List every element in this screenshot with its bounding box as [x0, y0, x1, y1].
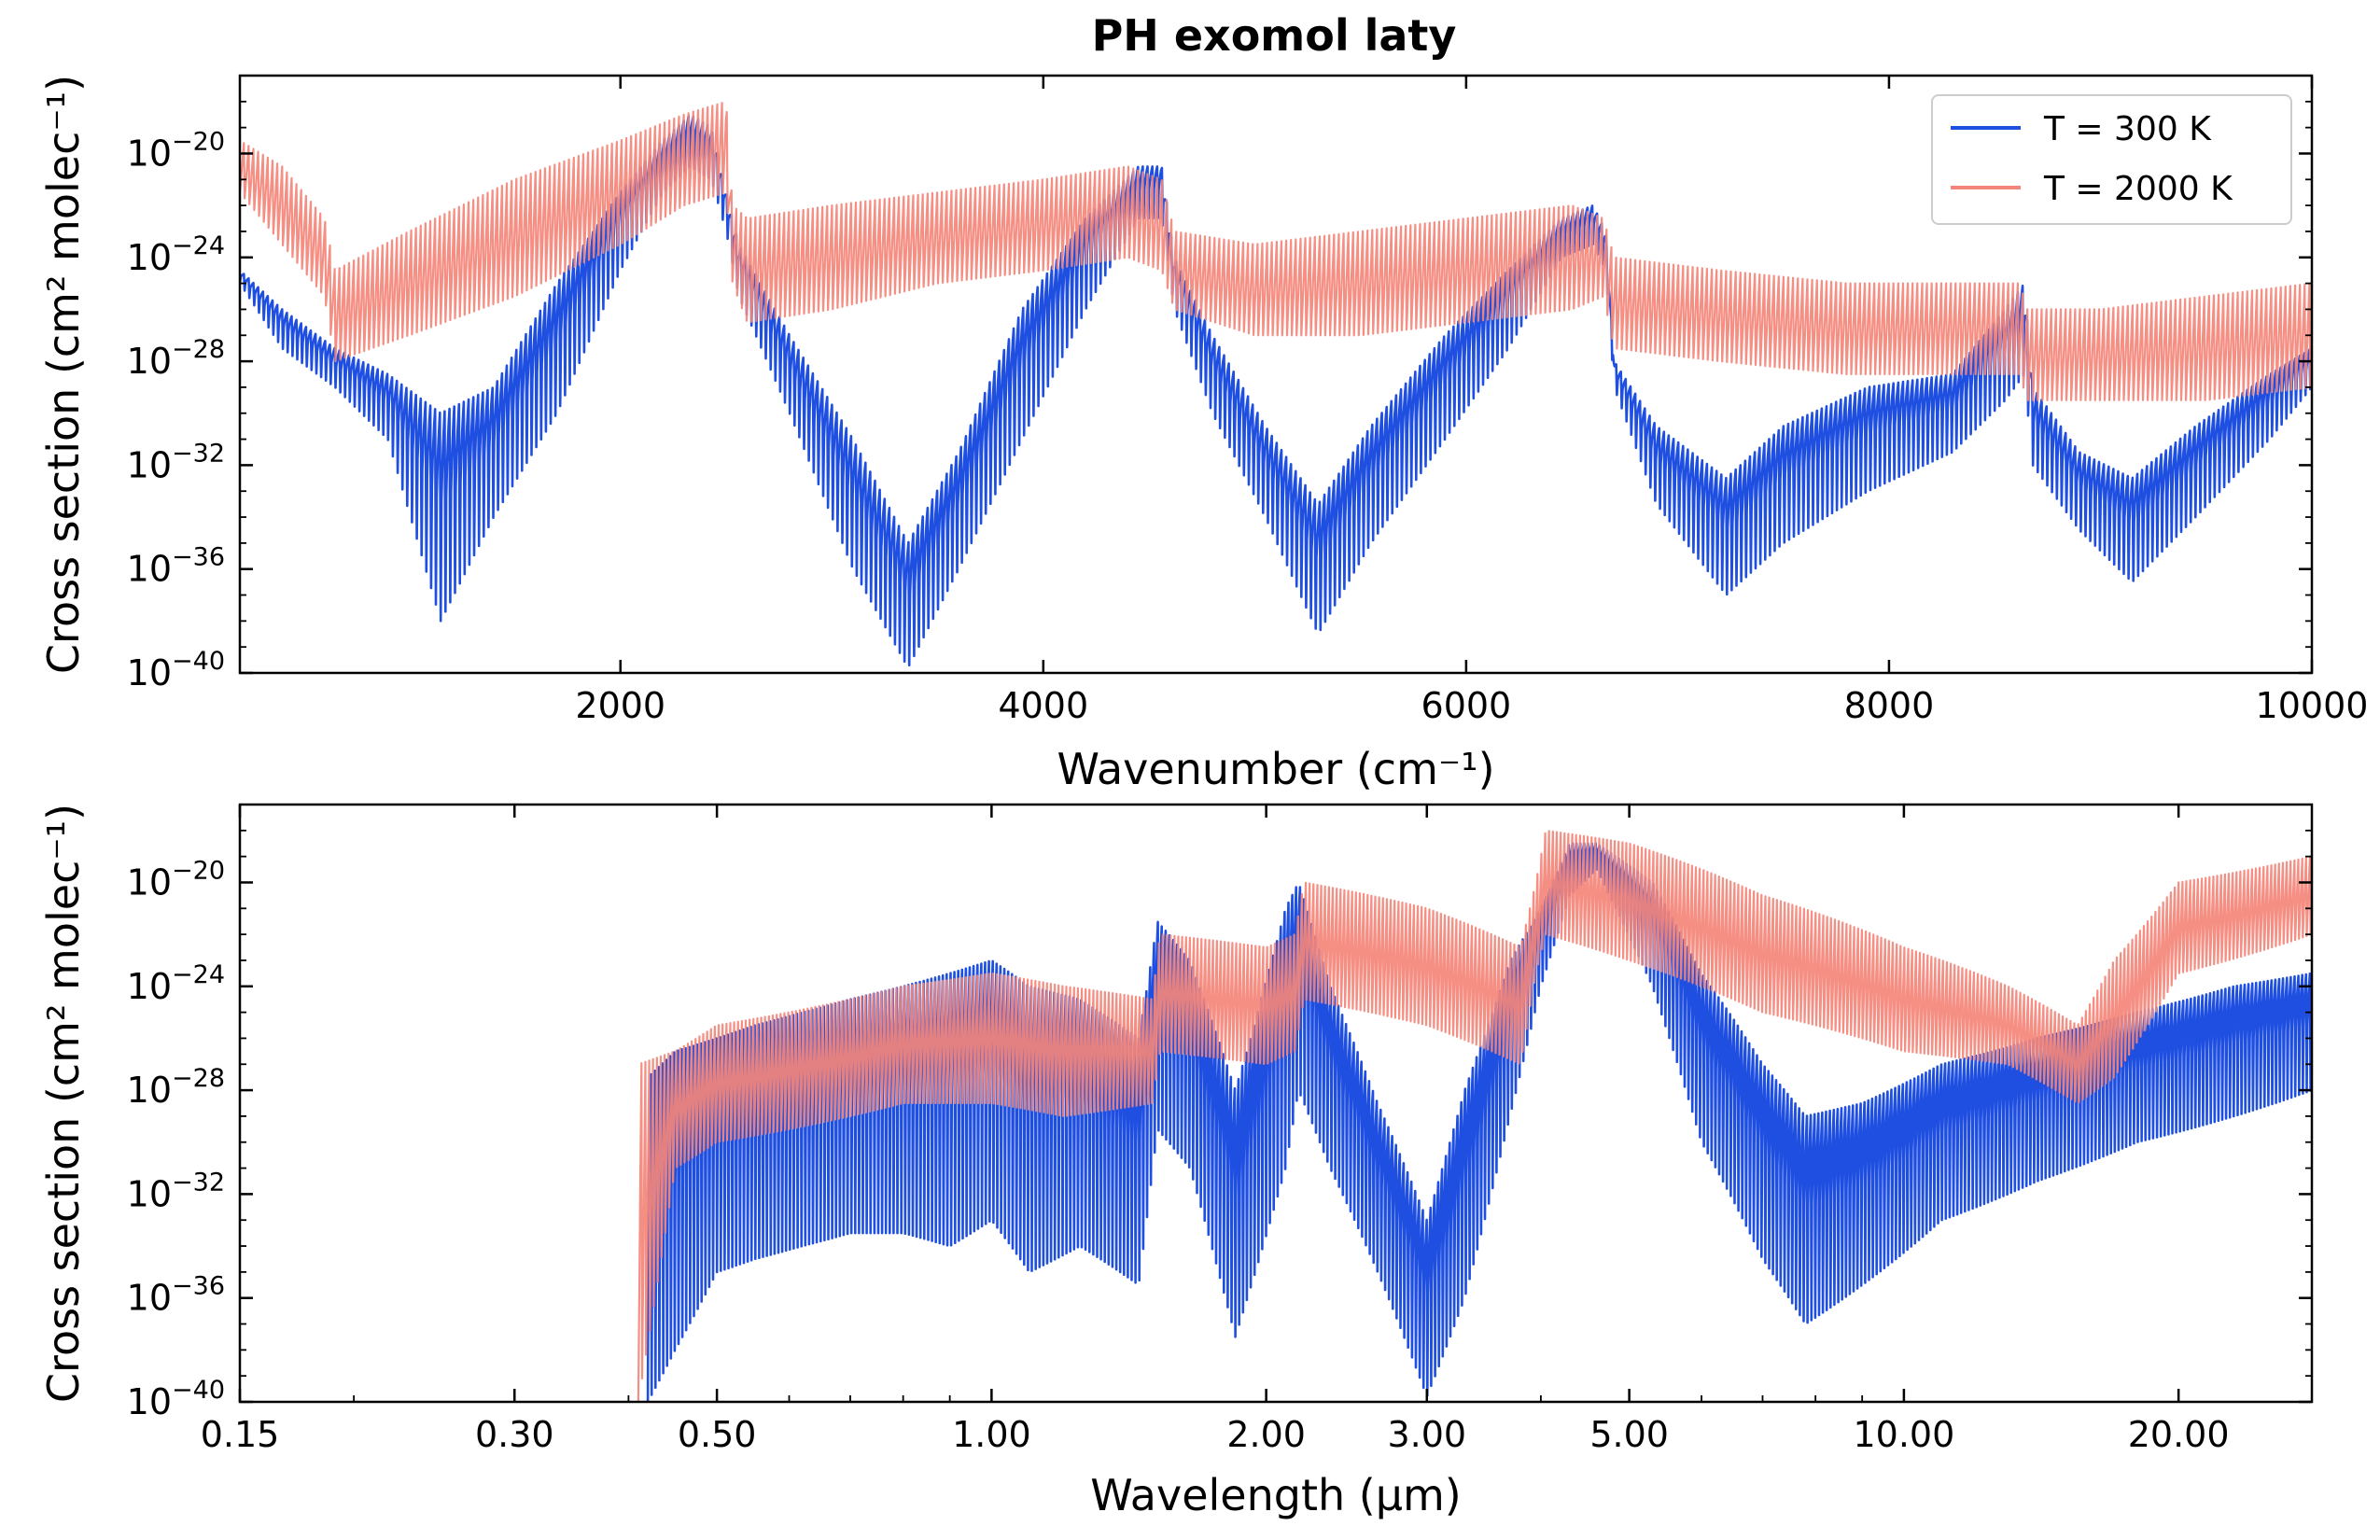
- legend-box: [1931, 94, 2292, 225]
- x-tick-label: 8000: [1844, 685, 1935, 726]
- series-line-2000k: [637, 830, 2312, 1402]
- x-tick-label: 5.00: [1589, 1414, 1669, 1455]
- y-tick-label: 10−24: [127, 960, 225, 1007]
- ticks-layer-bottom: 10−40 10−36 10−32 10−28 10−24 10−20 0.15 0.30 0.…: [127, 804, 2312, 1455]
- x-tick-label: 10.00: [1853, 1414, 1954, 1455]
- y-tick-label: 10−20: [127, 856, 225, 903]
- y-tick-label: 10−40: [127, 1376, 225, 1422]
- y-axis-label-top: Cross section (cm² molec⁻¹): [38, 75, 89, 674]
- panel-wavelength: 10−40 10−36 10−32 10−28 10−24 10−20 0.15 0.30 0.…: [38, 803, 2314, 1520]
- y-tick-label: 10−20: [127, 127, 225, 174]
- series-layer-bottom: [637, 830, 2312, 1402]
- legend-label-300k: T = 300 K: [2043, 110, 2212, 148]
- x-tick-label: 1.00: [952, 1414, 1031, 1455]
- series-layer-top: [240, 102, 2312, 667]
- x-tick-label: 4000: [998, 685, 1088, 726]
- x-tick-label: 3.00: [1387, 1414, 1466, 1455]
- series-line-300k: [240, 115, 2312, 667]
- x-tick-label: 6000: [1421, 685, 1512, 726]
- y-tick-label: 10−32: [127, 1168, 225, 1214]
- y-tick-label: 10−32: [127, 439, 225, 485]
- x-axis-label-bottom: Wavelength (µm): [1090, 1470, 1461, 1520]
- panel-wavenumber: 10−40 10−36 10−32 10−28 10−24 10−20 2000 4000 60…: [38, 74, 2369, 794]
- legend-label-2000k: T = 2000 K: [2043, 170, 2233, 208]
- x-tick-label: 10000: [2256, 685, 2369, 726]
- x-tick-label: 0.50: [678, 1414, 757, 1455]
- x-tick-label: 0.30: [475, 1414, 554, 1455]
- x-tick-label: 2.00: [1226, 1414, 1306, 1455]
- y-tick-label: 10−36: [127, 543, 225, 590]
- plot-frame-bottom: [238, 803, 2314, 1404]
- legend: T = 300 K T = 2000 K: [1931, 94, 2292, 225]
- y-tick-label: 10−40: [127, 647, 225, 693]
- x-tick-label: 2000: [575, 685, 665, 726]
- y-tick-label: 10−28: [127, 335, 225, 382]
- y-tick-label: 10−24: [127, 231, 225, 278]
- x-axis-label-top: Wavenumber (cm⁻¹): [1057, 744, 1494, 794]
- x-tick-label: 20.00: [2128, 1414, 2230, 1455]
- series-line-2000k: [240, 102, 2312, 401]
- y-axis-label-bottom: Cross section (cm² molec⁻¹): [38, 804, 89, 1403]
- series-line-300k: [646, 842, 2312, 1402]
- figure-title: PH exomol laty: [1092, 10, 1457, 61]
- x-tick-label: 0.15: [201, 1414, 280, 1455]
- plot-frame-top: [238, 74, 2314, 675]
- y-tick-label: 10−36: [127, 1272, 225, 1319]
- ticks-layer-top: 10−40 10−36 10−32 10−28 10−24 10−20 2000 4000 60…: [127, 75, 2369, 726]
- y-tick-label: 10−28: [127, 1064, 225, 1111]
